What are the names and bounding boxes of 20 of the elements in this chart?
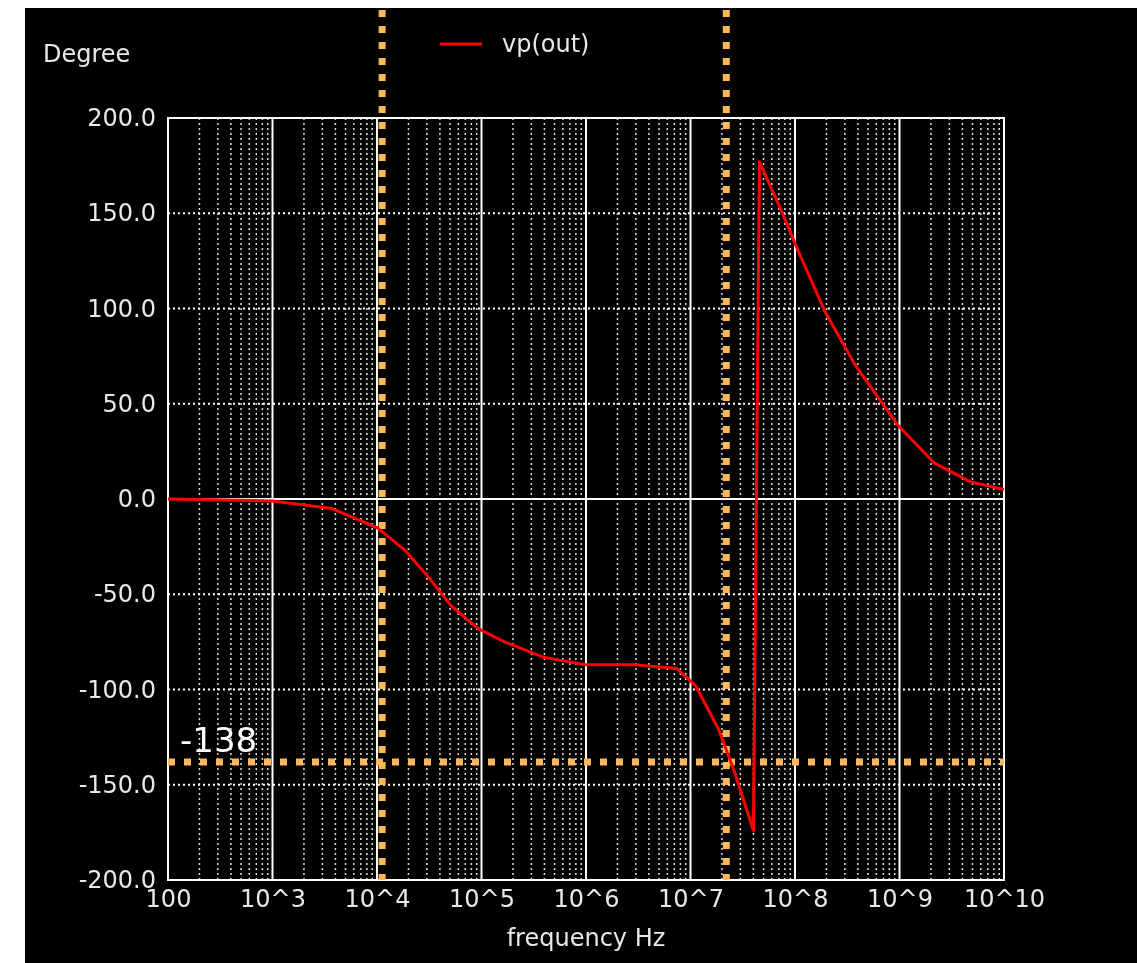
y-tick-label: 50.0 [102,389,156,418]
legend-label: vp(out) [502,30,590,58]
y-tick-label: -150.0 [78,770,156,799]
x-tick-label: 10^5 [449,885,515,914]
x-tick-label: 10^3 [240,885,306,914]
y-tick-label: -50.0 [93,580,156,609]
x-tick-label: 10^7 [658,885,724,914]
x-tick-label: 10^9 [867,885,933,914]
x-tick-label: 10^6 [553,885,620,914]
x-axis-title: frequency Hz [506,924,666,952]
y-tick-label: 0.0 [117,485,156,514]
y-tick-label: 100.0 [87,294,156,323]
y-tick-label: -100.0 [78,675,156,704]
x-tick-label: 10^8 [762,885,829,914]
y-tick-label: 150.0 [87,199,156,228]
ref-line-label: -138 [180,719,258,760]
y-axis-title: Degree [43,40,131,68]
x-tick-label: 10^4 [344,885,411,914]
y-tick-label: 200.0 [87,104,156,133]
x-tick-label: 10^10 [963,885,1046,914]
